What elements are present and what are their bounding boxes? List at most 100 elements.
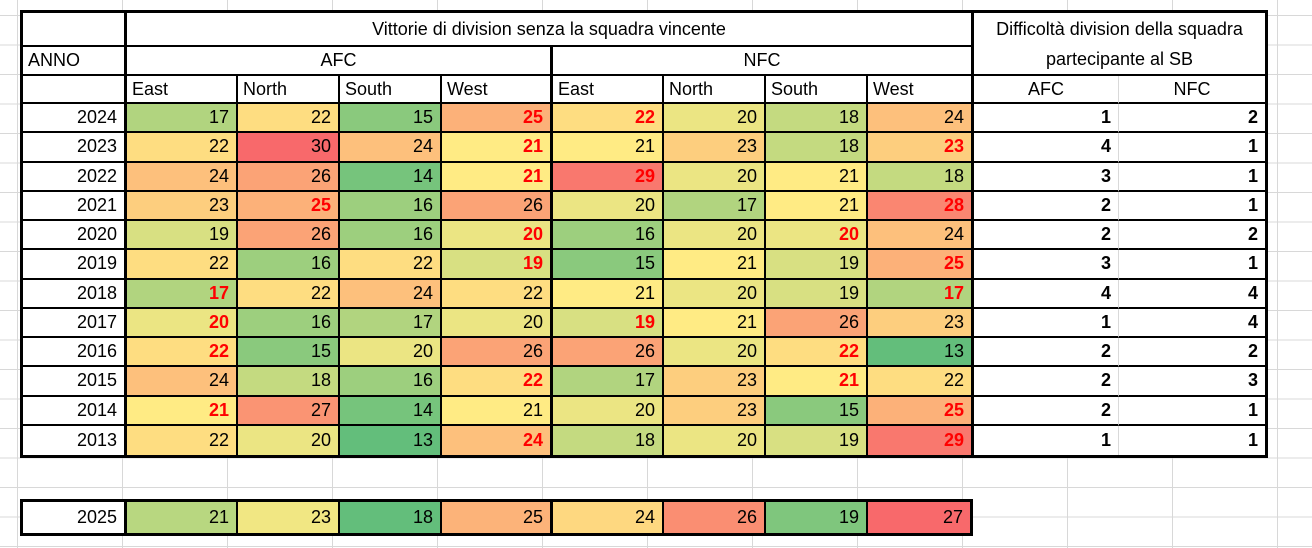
nfc-division-wins-cell[interactable]: 19 [766,425,868,455]
afc-difficulty-cell[interactable]: 2 [974,221,1119,251]
afc-east-header[interactable]: East [127,76,238,104]
afc-division-wins-cell[interactable]: 16 [340,191,442,221]
nfc-north-header[interactable]: North [664,76,766,104]
afc-difficulty-cell[interactable]: 4 [974,279,1119,309]
afc-difficulty-cell[interactable]: 2 [974,191,1119,221]
afc-difficulty-cell[interactable]: 3 [974,162,1119,192]
afc-division-wins-cell[interactable]: 17 [127,279,238,309]
nfc-division-wins-cell[interactable]: 21 [553,133,664,163]
nfc-division-wins-cell[interactable]: 21 [553,279,664,309]
year-cell[interactable]: 2013 [23,425,127,455]
afc-division-wins-cell[interactable]: 22 [127,338,238,368]
year-cell[interactable]: 2024 [23,104,127,134]
afc-division-wins-cell[interactable]: 24 [340,279,442,309]
afc-division-wins-cell[interactable]: 21 [442,162,553,192]
nfc-division-wins-cell[interactable]: 20 [664,425,766,455]
afc-difficulty-cell[interactable]: 2 [974,338,1119,368]
nfc-division-wins-cell[interactable]: 21 [664,250,766,280]
afc-division-wins-cell[interactable]: 26 [238,221,340,251]
nfc-division-wins-cell[interactable]: 20 [664,221,766,251]
nfc-division-wins-cell[interactable]: 21 [766,367,868,397]
year-cell[interactable]: 2021 [23,191,127,221]
afc-division-wins-cell[interactable]: 17 [127,104,238,134]
afc-division-wins-cell[interactable]: 16 [238,308,340,338]
blank-header-cell[interactable] [23,76,127,104]
afc-conference-header[interactable]: AFC [127,47,553,76]
afc-division-wins-cell[interactable]: 22 [238,279,340,309]
nfc-division-wins-cell[interactable]: 23 [664,396,766,426]
afc-division-wins-cell[interactable]: 20 [442,308,553,338]
afc-difficulty-cell[interactable]: 3 [974,250,1119,280]
afc-division-wins-cell[interactable]: 18 [238,367,340,397]
year-cell[interactable]: 2018 [23,279,127,309]
afc-division-wins-cell[interactable]: 21 [127,502,238,533]
afc-division-wins-cell[interactable]: 19 [442,250,553,280]
afc-division-wins-cell[interactable]: 20 [127,308,238,338]
nfc-division-wins-cell[interactable]: 25 [868,396,974,426]
nfc-division-wins-cell[interactable]: 26 [766,308,868,338]
nfc-division-wins-cell[interactable]: 19 [766,502,868,533]
nfc-division-wins-cell[interactable]: 20 [766,221,868,251]
nfc-difficulty-cell[interactable]: 3 [1119,367,1265,397]
afc-division-wins-cell[interactable]: 21 [442,133,553,163]
nfc-division-wins-cell[interactable]: 20 [553,191,664,221]
nfc-division-wins-cell[interactable]: 15 [553,250,664,280]
nfc-division-wins-cell[interactable]: 15 [766,396,868,426]
afc-division-wins-cell[interactable]: 26 [442,191,553,221]
afc-division-wins-cell[interactable]: 17 [340,308,442,338]
nfc-division-wins-cell[interactable]: 29 [868,425,974,455]
afc-division-wins-cell[interactable]: 24 [127,367,238,397]
difficulty-header[interactable]: Difficoltà division della squadra partec… [974,13,1265,76]
nfc-division-wins-cell[interactable]: 22 [766,338,868,368]
afc-division-wins-cell[interactable]: 30 [238,133,340,163]
year-cell[interactable]: 2023 [23,133,127,163]
afc-division-wins-cell[interactable]: 25 [238,191,340,221]
nfc-division-wins-cell[interactable]: 24 [868,104,974,134]
nfc-south-header[interactable]: South [766,76,868,104]
nfc-division-wins-cell[interactable]: 23 [868,133,974,163]
nfc-division-wins-cell[interactable]: 20 [664,104,766,134]
nfc-difficulty-cell[interactable]: 1 [1119,133,1265,163]
afc-division-wins-cell[interactable]: 26 [238,162,340,192]
afc-division-wins-cell[interactable]: 24 [340,133,442,163]
afc-division-wins-cell[interactable]: 23 [238,502,340,533]
afc-difficulty-cell[interactable]: 2 [974,396,1119,426]
nfc-difficulty-cell[interactable]: 1 [1119,162,1265,192]
afc-division-wins-cell[interactable]: 19 [127,221,238,251]
afc-division-wins-cell[interactable]: 22 [340,250,442,280]
nfc-difficulty-cell[interactable]: 2 [1119,221,1265,251]
nfc-division-wins-cell[interactable]: 18 [766,133,868,163]
nfc-difficulty-cell[interactable]: 2 [1119,338,1265,368]
afc-difficulty-cell[interactable]: 1 [974,104,1119,134]
nfc-division-wins-cell[interactable]: 23 [664,133,766,163]
afc-division-wins-cell[interactable]: 21 [442,396,553,426]
afc-south-header[interactable]: South [340,76,442,104]
table-title[interactable]: Vittorie di division senza la squadra vi… [127,13,974,47]
nfc-division-wins-cell[interactable]: 19 [766,279,868,309]
nfc-conference-header[interactable]: NFC [553,47,974,76]
year-cell[interactable]: 2025 [23,502,127,533]
nfc-division-wins-cell[interactable]: 26 [553,338,664,368]
afc-division-wins-cell[interactable]: 24 [442,425,553,455]
year-cell[interactable]: 2019 [23,250,127,280]
afc-division-wins-cell[interactable]: 20 [340,338,442,368]
afc-west-header[interactable]: West [442,76,553,104]
afc-division-wins-cell[interactable]: 22 [127,250,238,280]
afc-division-wins-cell[interactable]: 22 [442,367,553,397]
nfc-division-wins-cell[interactable]: 29 [553,162,664,192]
nfc-division-wins-cell[interactable]: 22 [553,104,664,134]
afc-division-wins-cell[interactable]: 16 [340,221,442,251]
nfc-division-wins-cell[interactable]: 16 [553,221,664,251]
afc-division-wins-cell[interactable]: 18 [340,502,442,533]
afc-division-wins-cell[interactable]: 14 [340,396,442,426]
afc-division-wins-cell[interactable]: 13 [340,425,442,455]
nfc-division-wins-cell[interactable]: 20 [664,162,766,192]
nfc-division-wins-cell[interactable]: 19 [553,308,664,338]
afc-division-wins-cell[interactable]: 23 [127,191,238,221]
afc-division-wins-cell[interactable]: 22 [127,425,238,455]
afc-division-wins-cell[interactable]: 16 [238,250,340,280]
afc-division-wins-cell[interactable]: 15 [340,104,442,134]
afc-division-wins-cell[interactable]: 25 [442,104,553,134]
nfc-division-wins-cell[interactable]: 18 [553,425,664,455]
nfc-division-wins-cell[interactable]: 21 [766,162,868,192]
